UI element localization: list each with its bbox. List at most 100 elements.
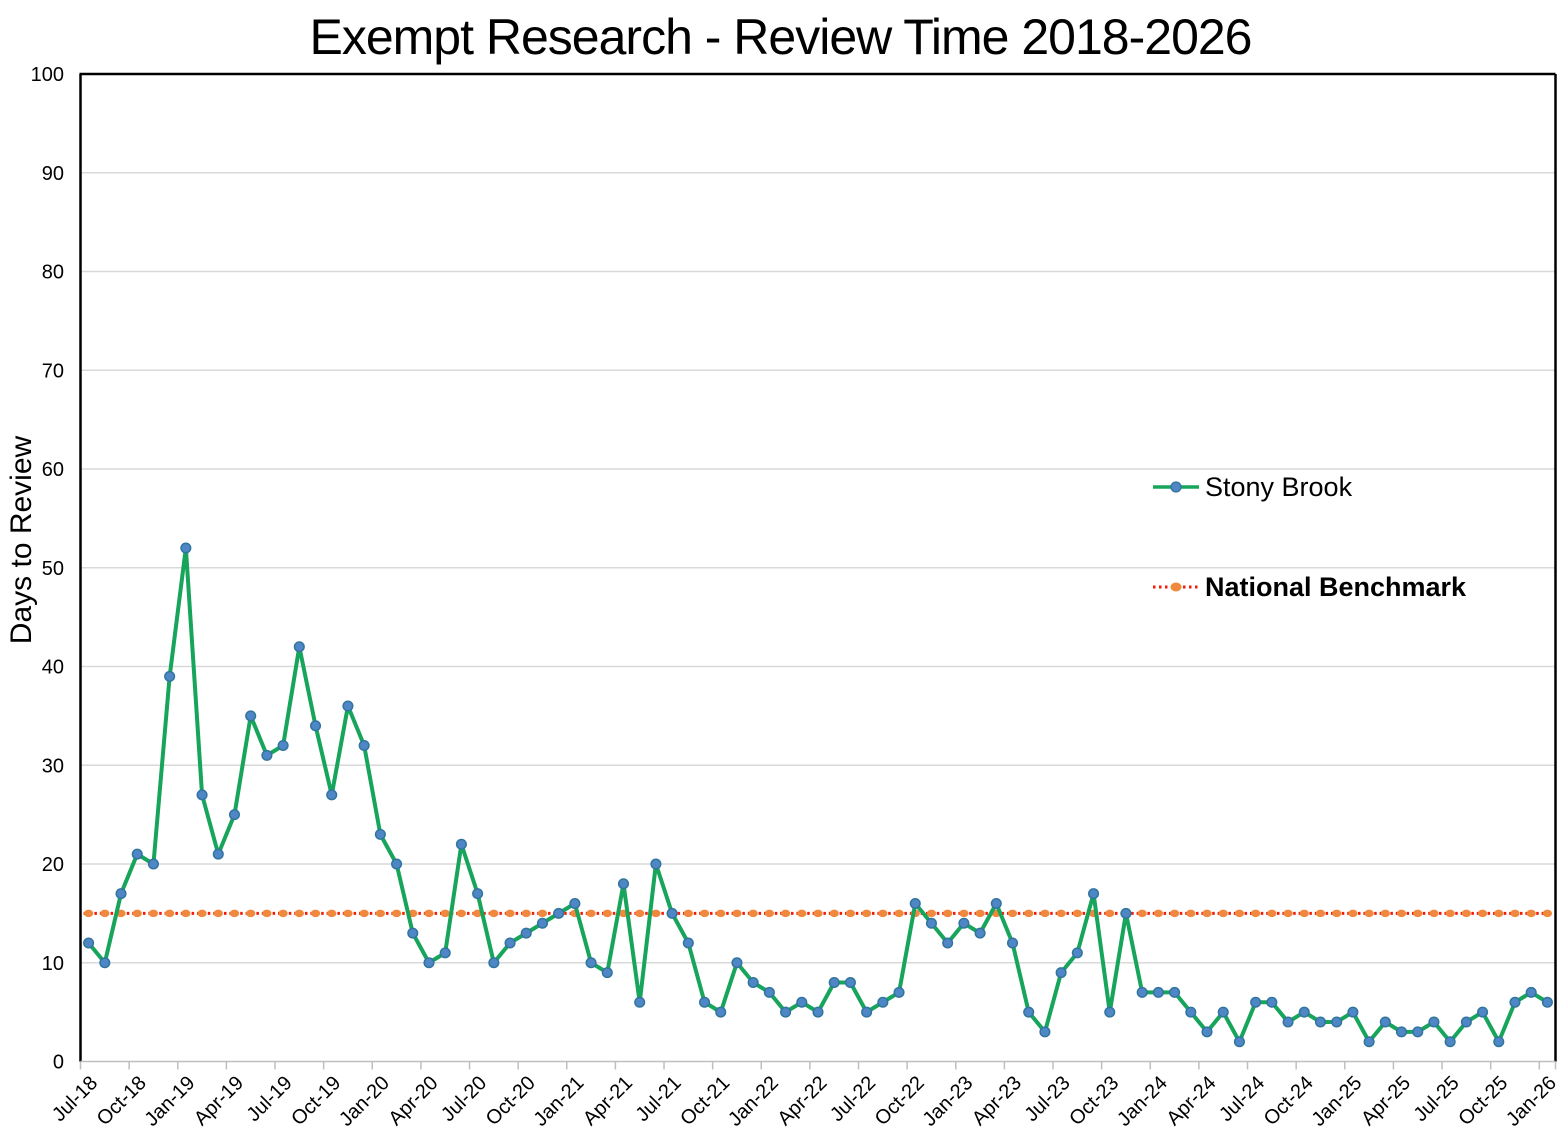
benchmark-marker xyxy=(926,909,937,918)
data-point-marker xyxy=(974,927,986,939)
data-point-marker xyxy=(536,917,549,929)
data-point-marker xyxy=(601,967,613,979)
benchmark-marker xyxy=(683,909,693,918)
benchmark-marker xyxy=(229,909,240,918)
data-point-marker xyxy=(1006,937,1019,949)
data-point-marker xyxy=(99,957,111,969)
data-point-marker xyxy=(196,789,208,801)
x-tick-label: Jul-23 xyxy=(1021,1072,1075,1126)
data-point-marker xyxy=(488,957,500,969)
benchmark-marker xyxy=(1024,909,1034,918)
data-point-marker xyxy=(909,897,921,910)
benchmark-marker xyxy=(699,909,710,918)
data-point-marker xyxy=(147,858,159,870)
data-point-marker xyxy=(1363,1036,1375,1048)
benchmark-marker xyxy=(1542,909,1552,918)
data-point-marker xyxy=(650,858,662,870)
data-point-marker xyxy=(861,1006,873,1018)
data-point-marker xyxy=(1023,1006,1035,1018)
x-tick-label: Oct-22 xyxy=(871,1072,929,1130)
data-point-marker xyxy=(1444,1036,1456,1048)
national-benchmark-line-swatch xyxy=(1153,582,1199,592)
benchmark-marker xyxy=(84,909,94,918)
benchmark-marker xyxy=(748,909,758,918)
x-tick-label: Apr-20 xyxy=(385,1072,443,1130)
benchmark-marker xyxy=(1056,909,1066,918)
benchmark-marker xyxy=(424,909,434,918)
data-point-marker xyxy=(1541,996,1553,1008)
x-tick-label: Jul-24 xyxy=(1215,1072,1269,1126)
stony-brook-line xyxy=(86,546,1550,1044)
y-tick-label: 10 xyxy=(42,953,64,975)
data-point-marker xyxy=(1104,1006,1116,1018)
benchmark-marker xyxy=(1510,909,1520,918)
y-tick-label: 70 xyxy=(42,360,64,382)
y-tick-label: 20 xyxy=(42,854,64,876)
benchmark-marker xyxy=(780,909,791,918)
data-point-marker xyxy=(180,542,192,554)
benchmark-marker xyxy=(635,909,645,918)
benchmark-marker xyxy=(1526,909,1536,918)
benchmark-marker xyxy=(1267,909,1277,918)
y-tick-label: 100 xyxy=(31,64,64,86)
x-tick-label: Apr-19 xyxy=(190,1072,248,1130)
data-point-marker xyxy=(634,996,646,1008)
benchmark-marker xyxy=(1040,909,1050,918)
benchmark-marker xyxy=(181,909,191,918)
data-point-marker xyxy=(1395,1026,1408,1038)
benchmark-marker xyxy=(1396,909,1407,918)
data-point-marker xyxy=(585,957,597,969)
data-point-marker xyxy=(1428,1016,1440,1028)
data-point-marker xyxy=(812,1006,824,1018)
data-point-marker xyxy=(553,907,565,919)
y-tick-label: 90 xyxy=(42,163,64,185)
data-point-marker xyxy=(1525,986,1537,998)
legend-item-stony-brook: Stony Brook xyxy=(1152,470,1352,504)
data-point-marker xyxy=(1266,996,1278,1008)
x-tick-label: Oct-19 xyxy=(287,1072,345,1130)
data-point-marker xyxy=(504,937,516,949)
benchmark-marker xyxy=(213,909,223,918)
benchmark-marker xyxy=(1283,909,1293,918)
data-point-marker xyxy=(261,749,273,761)
benchmark-marker xyxy=(391,909,402,918)
data-point-marker xyxy=(1233,1036,1245,1048)
data-point-marker xyxy=(617,878,630,890)
benchmark-marker xyxy=(586,909,596,918)
benchmark-marker xyxy=(975,909,985,918)
benchmark-marker xyxy=(262,909,272,918)
benchmark-marker xyxy=(1202,909,1212,918)
data-point-marker xyxy=(958,917,970,929)
data-point-marker xyxy=(1477,1006,1489,1018)
data-point-marker xyxy=(569,897,581,910)
benchmark-marker xyxy=(878,909,888,918)
benchmark-marker xyxy=(1461,909,1471,918)
benchmark-marker xyxy=(1364,909,1374,918)
data-point-marker xyxy=(374,828,386,840)
benchmark-marker xyxy=(375,909,385,918)
benchmark-marker xyxy=(716,909,726,918)
x-tick-label: Jan-22 xyxy=(724,1072,783,1131)
x-tick-label: Apr-24 xyxy=(1163,1072,1221,1130)
benchmark-marker xyxy=(440,909,450,918)
benchmark-marker xyxy=(1494,909,1504,918)
data-point-marker xyxy=(715,1006,727,1018)
data-point-marker xyxy=(666,907,678,919)
benchmark-marker xyxy=(1153,909,1163,918)
data-point-marker xyxy=(1071,947,1083,959)
y-tick-label: 40 xyxy=(42,657,64,679)
benchmark-marker xyxy=(845,909,856,918)
benchmark-marker xyxy=(1072,909,1082,918)
data-point-marker xyxy=(164,670,176,682)
data-point-marker xyxy=(747,976,759,989)
benchmark-marker xyxy=(1429,909,1439,918)
benchmark-marker xyxy=(294,909,304,918)
data-point-marker xyxy=(1185,1006,1197,1018)
benchmark-marker xyxy=(537,909,548,918)
x-tick-label: Jan-19 xyxy=(141,1072,200,1131)
data-point-marker xyxy=(925,917,938,929)
data-point-marker xyxy=(309,720,322,732)
x-tick-label: Jan-20 xyxy=(335,1072,394,1131)
